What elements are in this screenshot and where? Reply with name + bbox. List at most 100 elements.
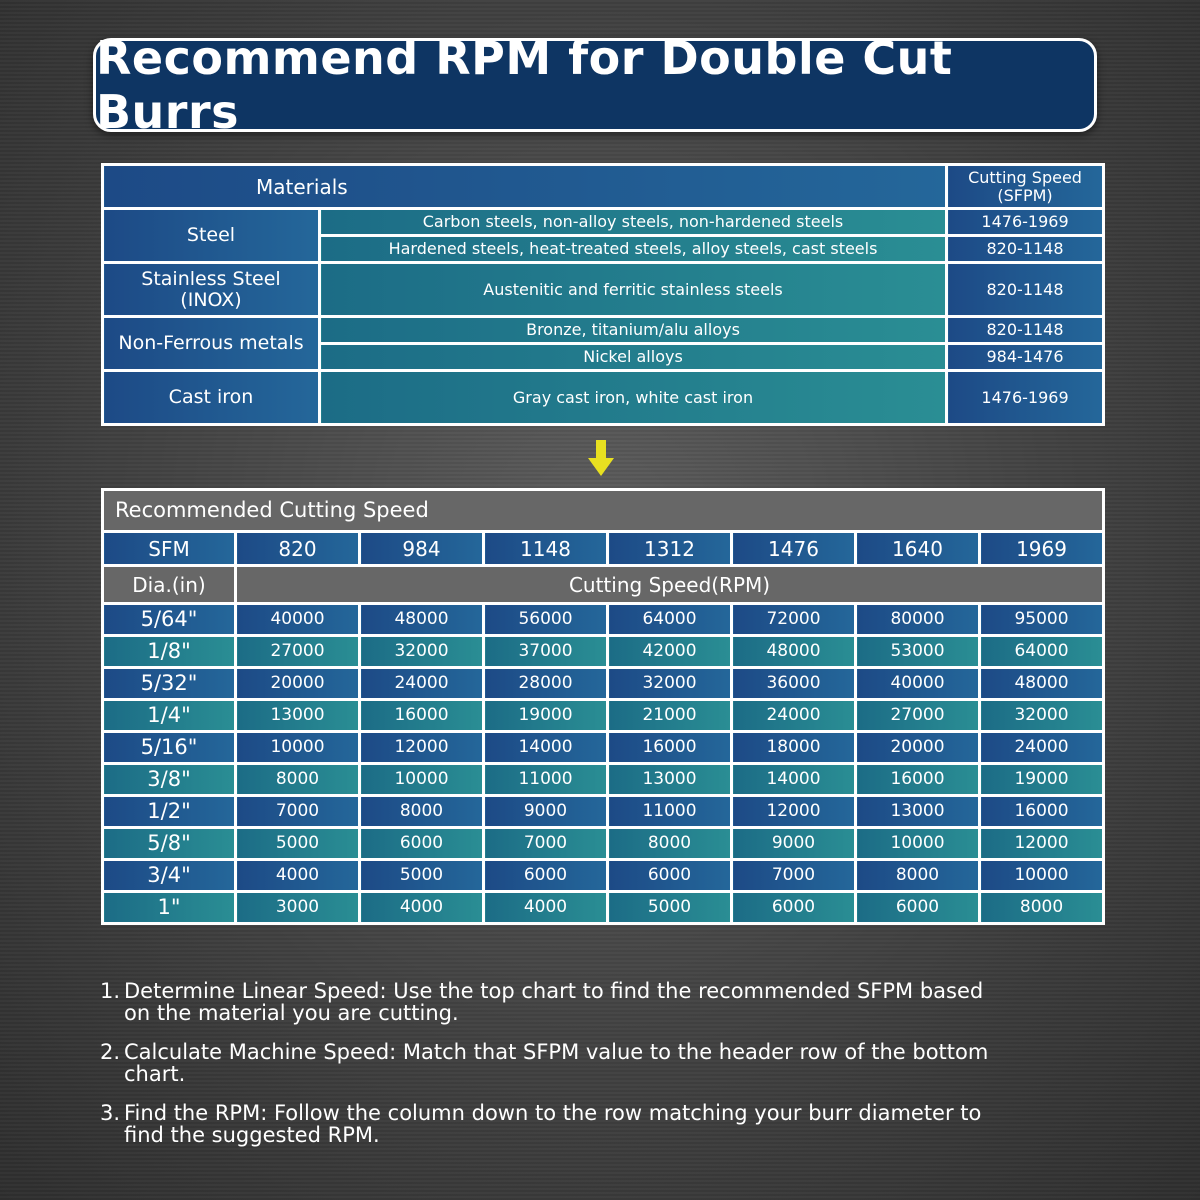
speed-header: Cutting Speed (SFPM) [945,163,1106,210]
speed-title: Recommended Cutting Speed [100,488,1106,533]
material-sfpm: 820-1148 [945,315,1106,345]
material-description: Hardened steels, heat-treated steels, al… [317,234,949,264]
rpm-value: 7000 [730,858,857,893]
rpm-value: 24000 [358,666,485,701]
title-box: Recommend RPM for Double Cut Burrs [93,31,1097,139]
rpm-value: 7000 [482,826,609,861]
arrow-shape [588,440,614,476]
rpm-value: 18000 [730,730,857,765]
rpm-value: 8000 [854,858,981,893]
sfm-label: SFM [101,530,237,567]
sfm-row: SFM 820 984 1148 1312 1476 1640 1969 [101,530,1106,567]
material-description: Austenitic and ferritic stainless steels [317,261,949,318]
rpm-value: 6000 [482,858,609,893]
rpm-value: 53000 [854,634,981,669]
rpm-value: 42000 [606,634,733,669]
rpm-value: 19000 [977,762,1106,797]
materials-header: Materials [100,163,949,210]
rpm-value: 8000 [358,794,485,829]
rpm-value: 16000 [358,698,485,733]
rpm-value: 32000 [358,634,485,669]
rpm-row: 1/8" 27000 32000 37000 42000 48000 53000 64000 [101,634,1106,669]
material-name: Stainless Steel (INOX) [101,261,321,318]
rpm-value: 95000 [977,602,1106,637]
rpm-value: 11000 [482,762,609,797]
dia-label: Dia.(in) [101,564,237,605]
material-row: Hardened steels, heat-treated steels, al… [103,234,1106,264]
material-description: Gray cast iron, white cast iron [317,369,949,426]
diameter: 3/8" [101,762,237,797]
rpm-value: 11000 [606,794,733,829]
title: Recommend RPM for Double Cut Burrs [96,31,953,139]
sfm-value: 1148 [482,530,609,567]
material-sfpm: 820-1148 [945,234,1106,264]
rpm-value: 16000 [606,730,733,765]
material-row: Stainless Steel (INOX) Austenitic and fer… [101,261,1106,318]
rpm-value: 10000 [854,826,981,861]
rpm-row: 5/8" 5000 6000 7000 8000 9000 10000 12000 [101,826,1106,861]
rpm-value: 6000 [358,826,485,861]
rpm-value: 14000 [730,762,857,797]
rpm-value: 8000 [606,826,733,861]
rpm-value: 24000 [977,730,1106,765]
sfm-value: 1640 [854,530,981,567]
diameter: 3/4" [101,858,237,893]
dia-row: Dia.(in) Cutting Speed(RPM) [101,564,1106,605]
rpm-value: 14000 [482,730,609,765]
rpm-value: 6000 [606,858,733,893]
materials-table: Materials Cutting Speed (SFPM) Steel Carbon… [100,163,1106,426]
sfm-value: 1969 [977,530,1106,567]
rpm-value: 48000 [358,602,485,637]
rpm-value: 48000 [977,666,1106,701]
rpm-value: 8000 [977,890,1106,925]
rpm-value: 40000 [234,602,361,637]
step: 1. Determine Linear Speed: Use the top ch… [100,980,1000,1024]
diameter: 1" [101,890,237,925]
step: 2. Calculate Machine Speed: Match that SF… [100,1041,1000,1085]
rpm-value: 4000 [482,890,609,925]
step: 3. Find the RPM: Follow the column down t… [100,1102,1000,1146]
rpm-row: 1/4" 13000 16000 19000 21000 24000 27000 32000 [101,698,1106,733]
rpm-value: 80000 [854,602,981,637]
sfm-value: 1476 [730,530,857,567]
material-row: Non-Ferrous metals Bronze, titanium/alu a… [101,315,1106,372]
rpm-value: 16000 [854,762,981,797]
material-row: Cast iron Gray cast iron, white cast iron… [101,369,1106,426]
rpm-row: 3/8" 8000 10000 11000 13000 14000 16000 19000 [101,762,1106,797]
rpm-value: 13000 [854,794,981,829]
diameter: 5/64" [101,602,237,637]
material-sfpm: 820-1148 [945,261,1106,318]
rpm-value: 5000 [234,826,361,861]
material-name: Steel [101,207,321,264]
header-row: Materials Cutting Speed (SFPM) [100,163,1106,210]
diameter: 5/8" [101,826,237,861]
rpm-row: 5/64" 40000 48000 56000 64000 72000 80000 95000 [101,602,1106,637]
rpm-value: 24000 [730,698,857,733]
rpm-value: 10000 [234,730,361,765]
diameter: 1/8" [101,634,237,669]
speed-table: Recommended Cutting Speed SFM 820 984 1148 13… [100,488,1106,925]
rpm-value: 20000 [854,730,981,765]
rpm-value: 7000 [234,794,361,829]
rpm-value: 32000 [606,666,733,701]
rpm-row: 3/4" 4000 5000 6000 6000 7000 8000 10000 [101,858,1106,893]
step-number: 1. [100,979,121,1003]
rpm-value: 21000 [606,698,733,733]
rpm-value: 13000 [606,762,733,797]
material-description: Carbon steels, non-alloy steels, non-har… [317,207,949,237]
sfm-value: 1312 [606,530,733,567]
arrow [588,440,614,476]
rpm-value: 20000 [234,666,361,701]
material-sfpm: 984-1476 [945,342,1106,372]
sfm-value: 984 [358,530,485,567]
rpm-value: 48000 [730,634,857,669]
rpm-value: 8000 [234,762,361,797]
rpm-value: 27000 [854,698,981,733]
diameter: 1/4" [101,698,237,733]
rpm-value: 3000 [234,890,361,925]
step-number: 2. [100,1040,121,1064]
rpm-value: 5000 [606,890,733,925]
rpm-value: 4000 [234,858,361,893]
rpm-value: 36000 [730,666,857,701]
